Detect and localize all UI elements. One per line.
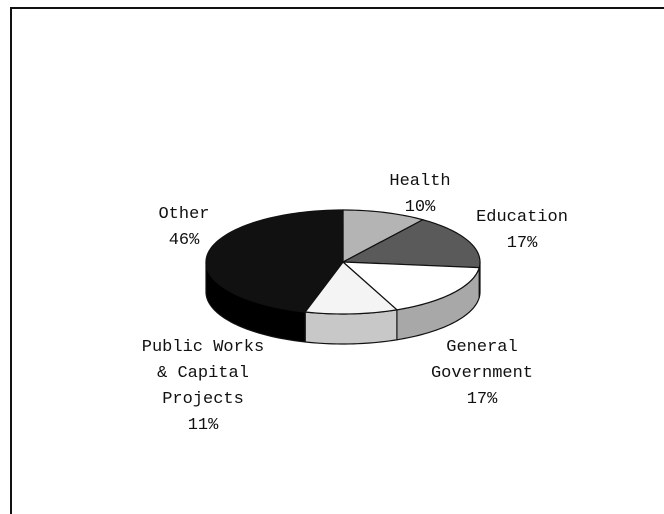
slice-label: Education 17% <box>462 205 582 257</box>
pie-slice-side <box>304 309 398 345</box>
pie-slice <box>342 209 425 263</box>
slice-percent: 11% <box>187 416 219 435</box>
slice-label: Health 10% <box>365 169 475 221</box>
slice-label: Other 46% <box>134 202 234 254</box>
slice-name: Other <box>158 205 210 224</box>
slice-percent: 10% <box>404 198 436 217</box>
slice-percent: 46% <box>168 231 200 250</box>
slice-label: Public Works & Capital Projects 11% <box>139 335 267 439</box>
slice-percent: 17% <box>466 390 498 409</box>
slice-name: Public Works & Capital Projects <box>141 338 265 409</box>
pie-slice <box>304 261 399 315</box>
slice-label: General Government 17% <box>420 335 545 413</box>
pie-slice <box>341 261 481 311</box>
pie-slice <box>340 219 481 269</box>
slice-name: General Government <box>430 338 534 383</box>
slice-percent: 17% <box>506 234 538 253</box>
slice-name: Education <box>476 208 568 227</box>
pie-slice <box>205 209 344 313</box>
frame-border <box>10 7 664 514</box>
slice-name: Health <box>389 172 451 191</box>
